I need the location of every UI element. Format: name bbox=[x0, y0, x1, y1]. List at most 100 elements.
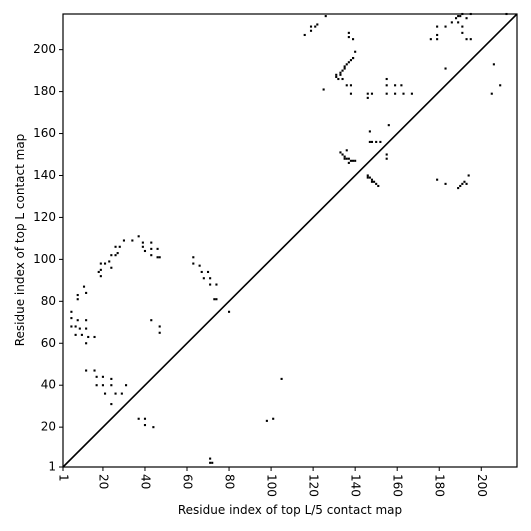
y-tick-label: 20 bbox=[41, 420, 56, 434]
contact-point bbox=[95, 375, 98, 378]
contact-point bbox=[366, 96, 369, 99]
contact-point bbox=[215, 298, 218, 301]
contact-point bbox=[368, 130, 371, 133]
contact-point bbox=[76, 298, 79, 301]
contact-point bbox=[335, 75, 338, 78]
contact-point bbox=[349, 84, 353, 87]
contact-point bbox=[209, 277, 212, 280]
contact-point bbox=[131, 239, 134, 242]
contact-point bbox=[78, 327, 81, 330]
contact-point bbox=[454, 17, 458, 20]
contact-point bbox=[272, 417, 275, 420]
contact-point bbox=[347, 36, 350, 39]
contact-point bbox=[85, 327, 88, 330]
contact-point bbox=[385, 92, 388, 95]
x-tick-label: 180 bbox=[433, 474, 447, 497]
contact-point bbox=[118, 245, 121, 248]
contact-point bbox=[352, 38, 355, 41]
contact-point bbox=[82, 285, 86, 288]
contact-point bbox=[85, 369, 88, 372]
contact-point bbox=[200, 270, 203, 274]
contact-point bbox=[215, 283, 218, 286]
contact-point bbox=[87, 335, 90, 339]
contact-point bbox=[354, 159, 357, 162]
contact-point bbox=[316, 23, 319, 26]
contact-point bbox=[368, 176, 371, 179]
x-tick-label: 160 bbox=[391, 474, 405, 497]
contact-point bbox=[309, 29, 313, 32]
contact-point bbox=[150, 241, 153, 244]
contact-point bbox=[143, 417, 147, 420]
contact-point bbox=[465, 38, 468, 41]
contact-point bbox=[429, 38, 432, 41]
contact-point bbox=[150, 254, 153, 257]
x-tick-label: 1 bbox=[57, 474, 71, 482]
contact-point bbox=[70, 325, 73, 328]
contact-point bbox=[141, 245, 144, 248]
contact-point bbox=[385, 84, 388, 87]
contact-point bbox=[209, 461, 212, 464]
contact-point bbox=[158, 325, 161, 328]
contact-point bbox=[337, 77, 340, 81]
contact-point bbox=[400, 84, 403, 87]
contact-point bbox=[110, 403, 113, 406]
contact-point bbox=[192, 256, 195, 259]
contact-point bbox=[341, 77, 344, 81]
contact-point bbox=[345, 84, 348, 87]
contact-point bbox=[394, 84, 397, 87]
contact-point bbox=[110, 384, 113, 387]
contact-point bbox=[465, 17, 468, 20]
contact-point bbox=[345, 149, 348, 152]
contact-point bbox=[410, 92, 413, 95]
contact-point bbox=[436, 178, 439, 181]
x-tick-label: 120 bbox=[307, 474, 321, 497]
contact-point bbox=[76, 319, 79, 322]
contact-point bbox=[120, 392, 123, 395]
contact-point bbox=[265, 419, 268, 422]
contact-point bbox=[343, 65, 346, 68]
contact-point bbox=[322, 88, 325, 91]
contact-point bbox=[101, 384, 104, 387]
contact-point bbox=[211, 461, 214, 464]
contact-point bbox=[303, 33, 306, 37]
contact-point bbox=[375, 182, 378, 185]
contact-point bbox=[95, 384, 98, 387]
contact-point bbox=[309, 25, 313, 28]
contact-point bbox=[461, 25, 464, 28]
contact-point bbox=[366, 92, 369, 95]
contact-point bbox=[461, 182, 464, 185]
contact-point bbox=[85, 319, 88, 322]
contact-point bbox=[459, 15, 462, 18]
contact-point bbox=[394, 92, 397, 95]
contact-point bbox=[370, 92, 374, 95]
contact-point bbox=[352, 56, 355, 60]
contact-point bbox=[110, 266, 113, 269]
contact-point bbox=[375, 140, 378, 143]
contact-point bbox=[349, 159, 353, 162]
contact-point bbox=[402, 92, 405, 95]
contact-point bbox=[457, 21, 460, 24]
contact-point bbox=[114, 254, 117, 257]
y-tick-label: 60 bbox=[41, 336, 56, 350]
contact-point bbox=[385, 157, 388, 160]
contact-point bbox=[345, 63, 348, 66]
x-tick-label: 60 bbox=[181, 474, 195, 489]
contact-point bbox=[341, 69, 344, 72]
contact-point bbox=[74, 333, 77, 336]
contact-point bbox=[370, 140, 374, 143]
contact-point bbox=[280, 377, 283, 380]
contact-point bbox=[206, 270, 210, 274]
contact-point bbox=[110, 377, 113, 380]
contact-point bbox=[114, 245, 117, 248]
contact-point bbox=[202, 277, 205, 280]
contact-point bbox=[339, 151, 342, 154]
contact-point bbox=[349, 59, 353, 62]
contact-point bbox=[314, 25, 317, 28]
y-tick-label: 80 bbox=[41, 294, 56, 308]
contact-point bbox=[103, 262, 107, 265]
y-tick-label: 140 bbox=[33, 168, 56, 182]
contact-point bbox=[379, 140, 382, 143]
contact-point bbox=[116, 252, 119, 255]
contact-point bbox=[335, 73, 338, 76]
